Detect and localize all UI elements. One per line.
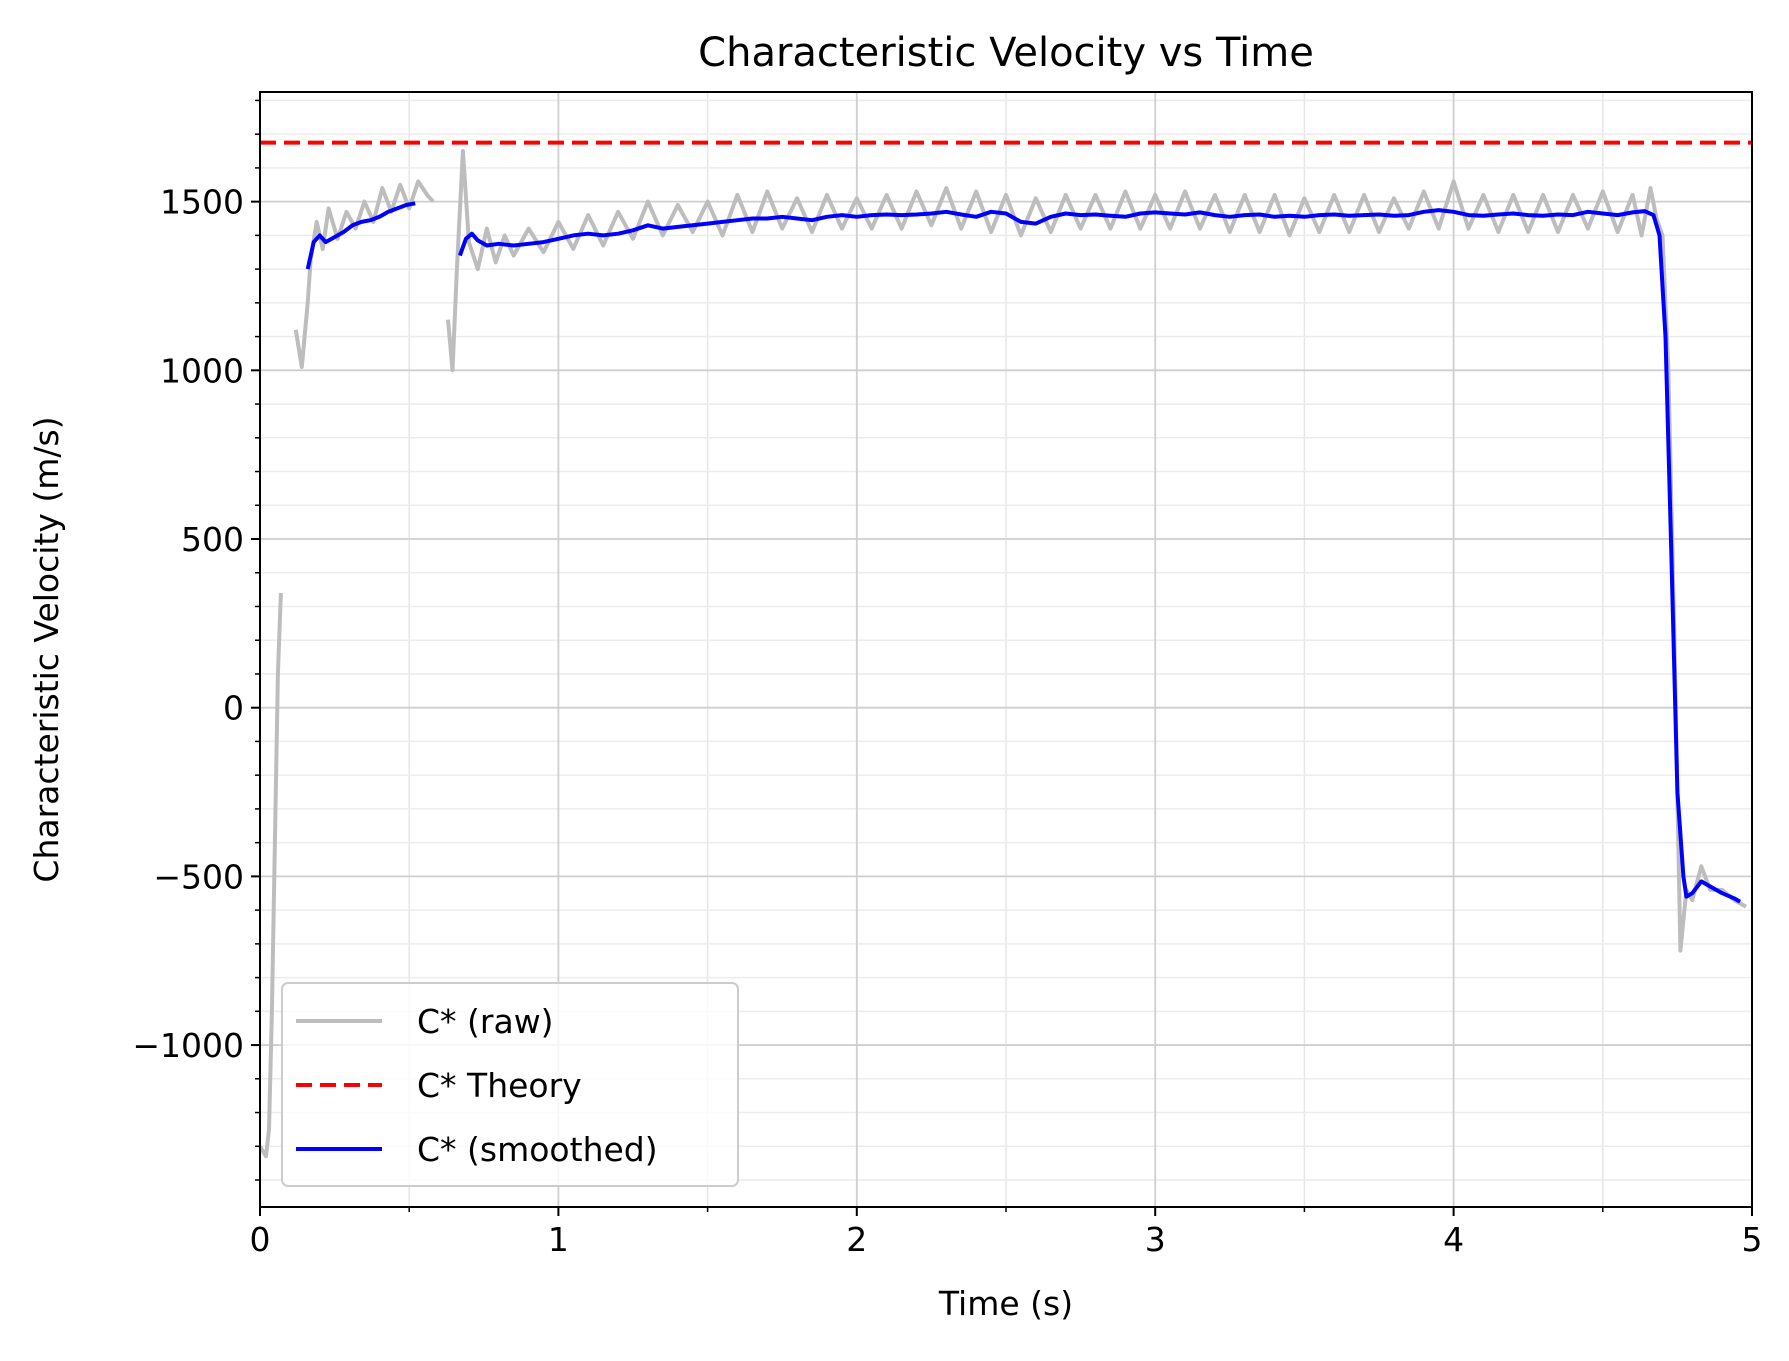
series-c-raw [446,149,1747,953]
y-tick-label: 1000 [160,351,244,390]
y-axis-label: Characteristic Velocity (m/s) [27,416,66,882]
legend-label: C* Theory [417,1066,582,1105]
x-tick-label: 1 [548,1220,569,1259]
plot-series [260,140,1752,1159]
legend-label: C* (raw) [417,1002,554,1041]
y-tick-label: 500 [181,520,244,559]
axis-ticks: 0 1 2 3 4 5 −1000 −500 0 500 1000 1500 [132,99,1763,1259]
x-tick-label: 5 [1742,1220,1763,1259]
legend-label: C* (smoothed) [417,1130,658,1169]
y-tick-label: −500 [153,857,244,896]
x-axis-label: Time (s) [938,1284,1073,1323]
y-tick-label: 0 [223,689,244,728]
y-tick-label: −1000 [132,1026,244,1065]
legend: C* (raw) C* Theory C* (smoothed) [281,982,739,1187]
x-tick-label: 2 [846,1220,867,1259]
legend-box [281,982,739,1187]
series-c-smoothed [305,201,416,270]
series-group [260,140,1752,1159]
y-tick-label: 1500 [160,183,244,222]
x-tick-label: 3 [1145,1220,1166,1259]
series-c-raw [260,592,283,1159]
x-tick-label: 0 [250,1220,271,1259]
chart-title: Characteristic Velocity vs Time [698,30,1314,76]
x-tick-label: 4 [1443,1220,1464,1259]
series-c-smoothed [458,208,1742,904]
